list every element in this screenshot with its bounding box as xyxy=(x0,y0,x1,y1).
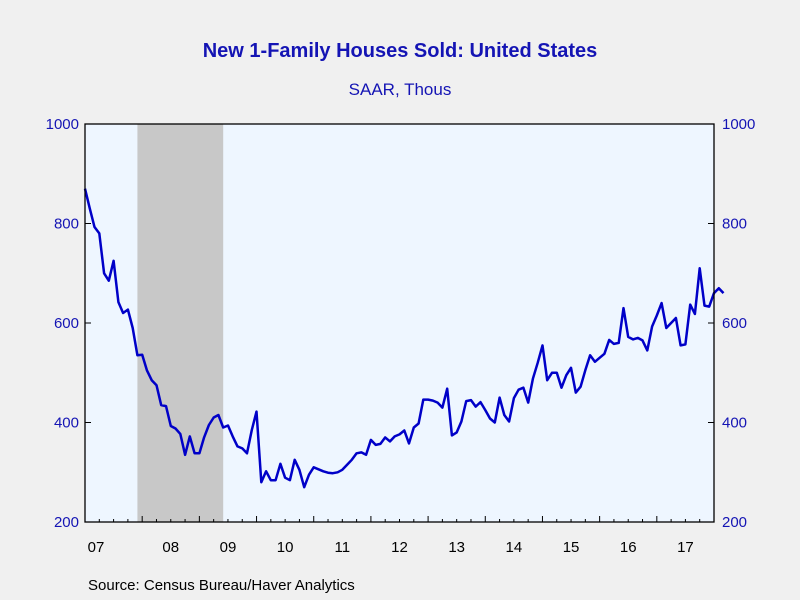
chart-title: New 1-Family Houses Sold: United States xyxy=(202,40,598,62)
y-tick-label-left: 400 xyxy=(54,415,79,432)
recession-shading xyxy=(137,124,224,522)
x-tick-label: 15 xyxy=(563,539,580,556)
y-tick-label-right: 200 xyxy=(722,514,747,531)
x-tick-label: 12 xyxy=(391,539,408,556)
y-tick-label-right: 800 xyxy=(722,216,747,233)
chart-subtitle: SAAR, Thous xyxy=(348,80,452,99)
y-tick-label-right: 1000 xyxy=(722,116,755,133)
x-tick-label: 08 xyxy=(162,539,179,556)
y-tick-label-left: 1000 xyxy=(46,116,79,133)
x-tick-label: 16 xyxy=(620,539,637,556)
y-tick-label-right: 400 xyxy=(722,415,747,432)
source-note: Source: Census Bureau/Haver Analytics xyxy=(88,577,355,594)
x-tick-label: 10 xyxy=(277,539,294,556)
y-tick-label-left: 800 xyxy=(54,216,79,233)
x-tick-label: 11 xyxy=(335,539,351,556)
y-tick-label-right: 600 xyxy=(722,315,747,332)
x-tick-label: 14 xyxy=(506,539,523,556)
series-line xyxy=(83,188,725,489)
x-tick-label: 17 xyxy=(677,539,694,556)
x-tick-label: 07 xyxy=(88,539,105,556)
x-tick-label: 09 xyxy=(220,539,237,556)
x-tick-label: 13 xyxy=(448,539,465,556)
y-tick-label-left: 600 xyxy=(54,315,79,332)
y-tick-label-left: 200 xyxy=(54,514,79,531)
